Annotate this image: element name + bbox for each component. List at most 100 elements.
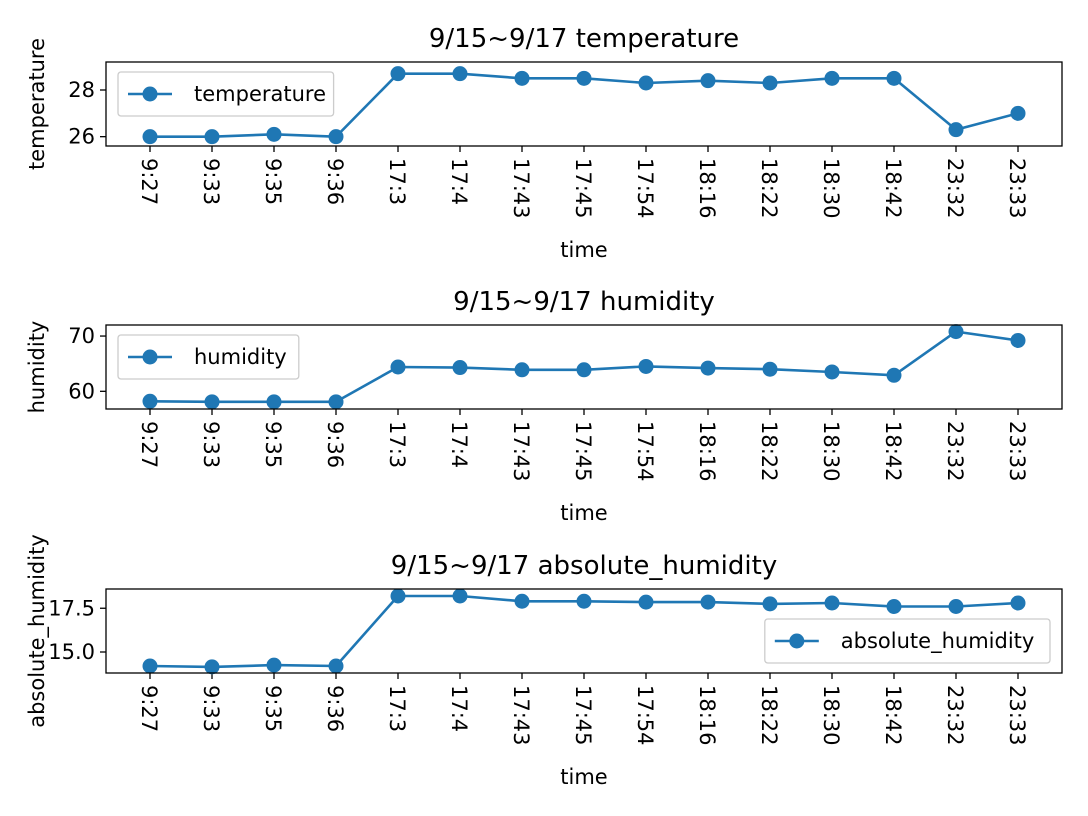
x-tick-label: 17:3 — [385, 685, 409, 732]
data-point — [762, 596, 778, 612]
data-point — [514, 70, 530, 86]
data-point — [266, 394, 282, 410]
data-point — [204, 129, 220, 145]
data-point — [762, 361, 778, 377]
x-axis-label: time — [560, 238, 607, 262]
data-point — [390, 66, 406, 82]
x-tick-label: 18:16 — [695, 158, 719, 219]
x-tick-label: 9:36 — [323, 685, 347, 732]
legend-box — [764, 618, 1051, 664]
data-point — [452, 588, 468, 604]
x-tick-label: 18:30 — [819, 685, 843, 746]
data-point — [576, 362, 592, 378]
data-point — [328, 394, 344, 410]
data-point — [142, 658, 158, 674]
x-tick-label: 9:35 — [261, 685, 285, 732]
y-tick-label: 15.0 — [48, 640, 95, 664]
x-tick-label: 17:54 — [633, 158, 657, 219]
y-axis-label: temperature — [25, 38, 49, 170]
data-point — [204, 659, 220, 675]
data-point — [948, 599, 964, 614]
x-tick-label: 23:32 — [943, 158, 967, 219]
data-point — [1010, 105, 1026, 121]
x-tick-label: 17:43 — [509, 685, 533, 746]
data-point — [514, 362, 530, 378]
data-point — [266, 657, 282, 673]
data-point — [142, 129, 158, 145]
x-tick-label: 9:27 — [137, 158, 161, 205]
x-tick-label: 18:16 — [695, 685, 719, 746]
data-point — [886, 599, 902, 614]
y-tick-label: 17.5 — [48, 596, 95, 620]
data-point — [762, 75, 778, 91]
data-point — [1010, 595, 1026, 611]
x-tick-label: 17:4 — [447, 158, 471, 205]
axes-frame — [105, 588, 1063, 674]
legend-box — [117, 71, 335, 117]
chart-3: 9/15~9/17 absolute_humidity absolute_humi… — [25, 534, 1063, 789]
chart-1: 9/15~9/17 temperature temperature time 26 28… — [25, 24, 1063, 262]
axes-frame — [105, 324, 1063, 410]
chart-2: 9/15~9/17 humidity humidity time 60 70 9:27 9:… — [25, 287, 1063, 525]
x-tick-label: 17:45 — [571, 685, 595, 746]
data-point — [328, 129, 344, 145]
x-tick-label: 17:4 — [447, 685, 471, 732]
x-axis-label: time — [560, 765, 607, 789]
legend-label: absolute_humidity — [841, 629, 1035, 654]
data-point — [824, 595, 840, 611]
chart-title: 9/15~9/17 temperature — [429, 24, 739, 54]
legend-marker — [789, 633, 805, 649]
x-tick-label: 18:30 — [819, 158, 843, 219]
data-point — [700, 594, 716, 610]
data-point — [948, 324, 964, 340]
x-tick-label: 17:54 — [633, 421, 657, 482]
y-tick-label: 70 — [68, 324, 95, 348]
x-tick-label: 18:42 — [881, 685, 905, 746]
x-tick-label: 18:22 — [757, 421, 781, 482]
x-tick-label: 18:42 — [881, 421, 905, 482]
x-tick-label: 17:3 — [385, 158, 409, 205]
data-point — [204, 394, 220, 410]
y-tick-label: 28 — [68, 78, 95, 102]
x-tick-label: 9:33 — [199, 685, 223, 732]
data-point — [948, 122, 964, 138]
x-tick-label: 18:22 — [757, 685, 781, 746]
x-axis-label: time — [560, 501, 607, 525]
x-tick-label: 9:35 — [261, 421, 285, 468]
x-tick-label: 23:32 — [943, 685, 967, 746]
data-point — [638, 75, 654, 91]
legend: temperature — [117, 71, 335, 117]
x-tick-label: 18:22 — [757, 158, 781, 219]
data-point — [452, 360, 468, 376]
x-tick-label: 23:33 — [1005, 685, 1029, 746]
data-point — [886, 367, 902, 383]
data-point — [576, 70, 592, 86]
legend-marker — [142, 349, 158, 365]
x-tick-label: 9:27 — [137, 685, 161, 732]
legend-label: temperature — [194, 82, 326, 106]
data-point — [886, 70, 902, 86]
data-point — [824, 364, 840, 380]
x-tick-label: 23:32 — [943, 421, 967, 482]
x-tick-label: 17:4 — [447, 421, 471, 468]
y-axis-label: absolute_humidity — [25, 534, 50, 728]
x-tick-label: 9:35 — [261, 158, 285, 205]
x-tick-label: 23:33 — [1005, 158, 1029, 219]
legend: absolute_humidity — [764, 618, 1051, 664]
x-tick-label: 17:45 — [571, 421, 595, 482]
data-point — [700, 73, 716, 89]
data-point — [576, 593, 592, 609]
data-point — [328, 658, 344, 674]
legend-marker — [142, 86, 158, 102]
x-tick-label: 17:43 — [509, 158, 533, 219]
data-point — [142, 393, 158, 409]
data-point — [514, 593, 530, 609]
x-tick-label: 18:16 — [695, 421, 719, 482]
data-point — [452, 66, 468, 82]
data-point — [266, 126, 282, 142]
legend-box — [117, 334, 300, 380]
x-tick-label: 9:36 — [323, 158, 347, 205]
x-tick-label: 17:45 — [571, 158, 595, 219]
y-tick-label: 60 — [68, 379, 95, 403]
